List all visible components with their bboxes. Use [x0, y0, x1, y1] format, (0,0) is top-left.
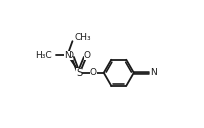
Text: N: N [150, 68, 156, 77]
Text: H₃C: H₃C [35, 51, 52, 60]
Text: CH₃: CH₃ [75, 33, 91, 42]
Text: O: O [83, 51, 90, 60]
Text: N: N [64, 51, 70, 60]
Text: S: S [76, 68, 82, 78]
Text: O: O [66, 51, 73, 60]
Text: O: O [89, 68, 96, 77]
